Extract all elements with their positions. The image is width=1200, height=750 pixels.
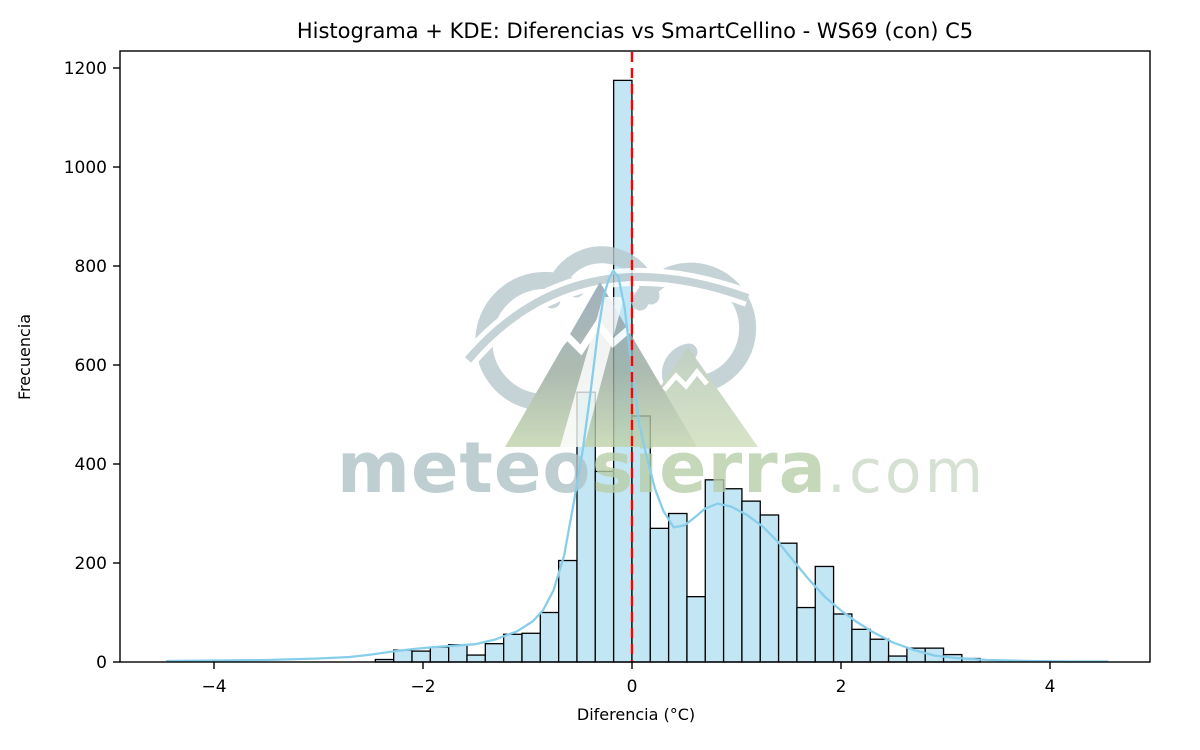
histogram-bars-layer xyxy=(374,79,981,663)
y-tick-label: 800 xyxy=(75,257,107,277)
ticks-layer: −4 −2 0 2 4 0 200 400 600 800 1000 1200 xyxy=(64,59,1056,697)
histogram-bar xyxy=(796,606,816,663)
histogram-bar xyxy=(484,643,505,663)
x-tick-label: 2 xyxy=(836,677,847,697)
histogram-bar xyxy=(649,527,670,663)
y-axis-label: Frecuencia xyxy=(15,314,34,400)
y-tick-label: 200 xyxy=(75,554,107,574)
kde-curve xyxy=(165,269,1109,663)
y-tick-label: 1000 xyxy=(64,158,107,178)
histogram-bar xyxy=(851,628,871,663)
histogram-bar xyxy=(539,611,560,663)
x-axis-label: Diferencia (°C) xyxy=(577,705,695,724)
watermark-com: .com xyxy=(827,437,986,507)
chart-title: Histograma + KDE: Diferencias vs SmartCe… xyxy=(297,19,973,43)
watermark: meteosierra.com xyxy=(337,246,986,509)
x-tick-label: −4 xyxy=(201,677,226,697)
y-tick-label: 400 xyxy=(75,455,107,475)
histogram-bar xyxy=(887,655,908,663)
y-tick-label: 600 xyxy=(75,356,107,376)
histogram-bar xyxy=(667,512,688,663)
x-tick-label: 0 xyxy=(627,677,638,697)
watermark-text: meteosierra.com xyxy=(337,427,986,509)
histogram-bar xyxy=(557,559,578,663)
y-tick-label: 1200 xyxy=(64,59,107,79)
histogram-bar xyxy=(448,644,468,663)
histogram-bar xyxy=(411,650,431,663)
histogram-bar xyxy=(686,596,706,663)
histogram-bar xyxy=(429,646,450,663)
histogram-bar xyxy=(869,638,890,663)
x-tick-label: 4 xyxy=(1045,677,1056,697)
histogram-bar xyxy=(466,654,486,663)
watermark-meteo: meteo xyxy=(337,427,591,509)
histogram-bar xyxy=(759,514,780,663)
plot-frame xyxy=(119,50,1151,663)
watermark-sierra: sierra xyxy=(591,427,826,509)
histogram-bar xyxy=(814,565,835,663)
histogram-bar xyxy=(521,632,541,663)
frame-layer xyxy=(119,50,1151,663)
y-tick-label: 0 xyxy=(96,653,107,673)
kde-layer xyxy=(165,269,1109,663)
x-tick-label: −2 xyxy=(410,677,435,697)
swoosh-icon xyxy=(461,267,752,366)
histogram-bar xyxy=(722,488,743,663)
histogram-bar xyxy=(502,633,523,663)
histogram-bar xyxy=(832,613,853,663)
histogram-bar xyxy=(741,500,761,663)
